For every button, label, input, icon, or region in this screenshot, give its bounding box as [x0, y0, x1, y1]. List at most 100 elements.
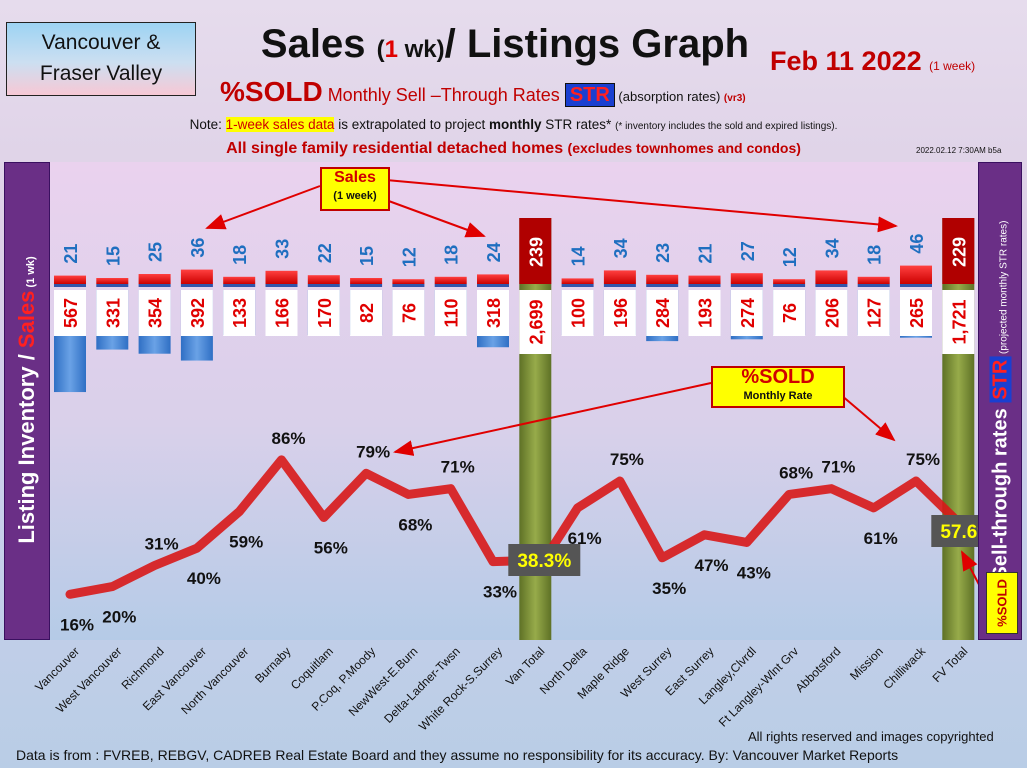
inventory-label-west-surrey: 284	[653, 298, 673, 328]
pct-label-coquitlam: 56%	[314, 538, 348, 557]
category-label-white-rock-s-surrey: White Rock-S.Surrey	[416, 644, 505, 733]
right-axis-str-badge: STR	[989, 356, 1012, 403]
sales-label-delta-ladner-twsn: 18	[442, 245, 462, 265]
sales-bar-north-delta	[561, 278, 594, 284]
inventory-label-bg-van-total	[519, 290, 552, 354]
sales-label-burnaby: 33	[273, 239, 293, 259]
sales-arrow-white-rock	[385, 199, 486, 238]
sales-bar-north-vancouver	[223, 276, 256, 284]
bar-baseline-ft-langley-wlnt-grv	[773, 284, 806, 287]
sales-label-fv-total: 229	[949, 237, 969, 267]
sold-callout-sub: Monthly Rate	[743, 390, 813, 402]
category-label-burnaby: Burnaby	[252, 644, 294, 686]
sold-arrow-chilliwack	[840, 394, 896, 442]
inventory-label-bg-p-coq-p-moody	[350, 290, 383, 336]
sales-bar-chilliwack	[900, 265, 932, 284]
report-date: Feb 11 2022 (1 week)	[770, 46, 975, 77]
inventory-label-van-total: 2,699	[526, 299, 546, 344]
bar-baseline-north-vancouver	[223, 284, 256, 287]
inventory-label-newwest-e-burn: 76	[399, 303, 419, 323]
pct-label-west-surrey: 35%	[652, 579, 686, 598]
inventory-label-bg-east-surrey	[688, 290, 721, 336]
inventory-label-white-rock-s-surrey: 318	[484, 298, 504, 328]
bar-baseline-east-surrey	[688, 284, 721, 287]
sales-bar-mission	[857, 276, 890, 284]
inventory-label-langley-clvrdl: 274	[738, 298, 758, 328]
inventory-label-ft-langley-wlnt-grv: 76	[780, 303, 800, 323]
property-type-line: All single family residential detached h…	[0, 140, 1027, 158]
left-axis-part2: Sales	[14, 290, 39, 349]
inventory-label-bg-west-vancouver	[96, 290, 129, 336]
pct-label-abbotsford: 71%	[821, 458, 855, 477]
left-axis-label: Listing Inventory / Sales (1 wk)	[14, 256, 40, 543]
inventory-label-bg-mission	[857, 290, 890, 336]
inventory-label-abbotsford: 206	[822, 298, 842, 328]
sold-callout: %SOLD Monthly Rate	[711, 366, 845, 408]
category-label-chilliwack: Chilliwack	[881, 644, 929, 692]
inventory-label-bg-burnaby	[265, 290, 298, 336]
bar-baseline-east-vancouver	[180, 284, 213, 287]
pct-sold-tag: %SOLD	[986, 572, 1018, 634]
sales-label-mission: 18	[865, 245, 885, 265]
inventory-label-east-surrey: 193	[696, 298, 716, 328]
pct-label-east-vancouver: 40%	[187, 569, 221, 588]
subtitle-sold: %SOLD	[220, 76, 323, 107]
total-sales-box-fv-total	[942, 218, 975, 284]
inventory-label-mission: 127	[865, 298, 885, 328]
bar-baseline-vancouver	[54, 284, 86, 287]
inventory-label-bg-white-rock-s-surrey	[477, 290, 509, 336]
total-sales-box-van-total	[519, 218, 552, 284]
category-label-abbotsford: Abbotsford	[793, 644, 844, 695]
inventory-label-vancouver: 567	[61, 298, 81, 328]
sales-label-van-total: 239	[526, 237, 546, 267]
subtitle-absorption: (absorption rates)	[614, 89, 724, 104]
inventory-label-coquitlam: 170	[315, 298, 335, 328]
right-axis-label: Sell-through rates STR (projected monthl…	[989, 220, 1013, 579]
sales-label-west-surrey: 23	[653, 243, 673, 263]
left-axis-panel	[4, 162, 50, 640]
bar-baseline-west-surrey	[646, 284, 679, 287]
subtitle: %SOLD Monthly Sell –Through Rates STR (a…	[220, 76, 800, 108]
timestamp: 2022.02.12 7:30AM b5a	[916, 146, 1002, 155]
pct-label-langley-clvrdl: 43%	[737, 563, 771, 582]
inventory-label-bg-richmond	[138, 290, 171, 336]
bar-baseline-maple-ridge	[603, 284, 636, 287]
bar-baseline-langley-clvrdl	[730, 284, 763, 287]
pct-label-richmond: 31%	[145, 534, 179, 553]
pct-label-ft-langley-wlnt-grv: 68%	[779, 463, 813, 482]
pct-label-north-vancouver: 59%	[229, 533, 263, 552]
pct-label-newwest-e-burn: 68%	[398, 515, 432, 534]
inventory-label-p-coq-p-moody: 82	[357, 303, 377, 323]
sales-callout-sub: (1 week)	[333, 190, 377, 202]
sales-bar-delta-ladner-twsn	[434, 276, 467, 284]
bar-baseline-chilliwack	[900, 284, 932, 287]
report-date-note: (1 week)	[929, 59, 976, 73]
pct-label-delta-ladner-twsn: 71%	[441, 458, 475, 477]
bar-baseline-p-coq-p-moody	[350, 284, 383, 287]
data-source-note: Data is from : FVREB, REBGV, CADREB Real…	[16, 747, 899, 763]
report-date-value: Feb 11 2022	[770, 46, 922, 76]
total-pct-label-van-total: 38.3%	[517, 551, 571, 572]
inventory-label-bg-north-vancouver	[223, 290, 256, 336]
note-prefix: Note:	[189, 117, 226, 132]
note-line: Note: 1-week sales data is extrapolated …	[0, 117, 1027, 132]
right-axis-part3: (projected monthly STR rates)	[998, 220, 1010, 357]
inventory-label-bg-delta-ladner-twsn	[434, 290, 467, 336]
region-box: Vancouver & Fraser Valley	[6, 22, 196, 96]
pct-label-burnaby: 86%	[271, 429, 305, 448]
pct-sold-tag-text: %SOLD	[994, 579, 1010, 627]
region-line-2: Fraser Valley	[39, 62, 163, 85]
left-axis-part3: (1 wk)	[25, 256, 37, 291]
sales-arrow-east-van	[205, 185, 321, 230]
pct-label-maple-ridge: 75%	[610, 450, 644, 469]
inventory-label-maple-ridge: 196	[611, 298, 631, 328]
title-one: 1	[384, 36, 398, 63]
sales-label-coquitlam: 22	[315, 243, 335, 263]
note-mid: is extrapolated to project	[334, 117, 490, 132]
inventory-label-bg-east-vancouver	[180, 290, 213, 336]
pct-label-p-coq-p-moody: 79%	[356, 442, 390, 461]
pct-label-chilliwack: 75%	[906, 450, 940, 469]
sales-bar-abbotsford	[815, 270, 848, 284]
sales-label-maple-ridge: 34	[611, 238, 631, 258]
